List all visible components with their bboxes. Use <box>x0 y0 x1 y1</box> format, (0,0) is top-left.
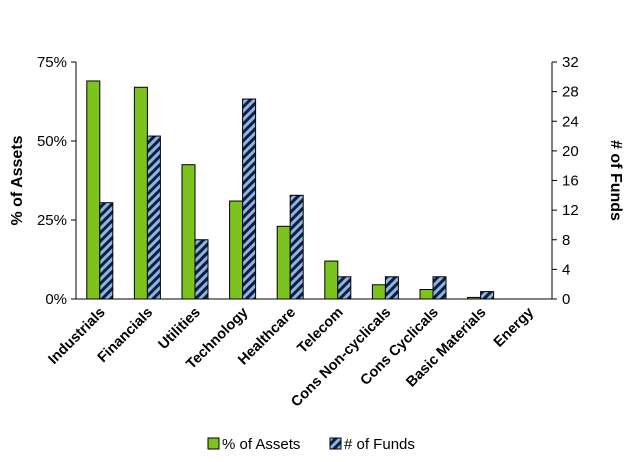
left-axis-ticks: 0% 25% 50% 75% <box>37 54 76 308</box>
left-tick-label: 25% <box>37 212 67 229</box>
right-tick-label: 28 <box>562 84 579 101</box>
left-tick-label: 75% <box>37 54 67 71</box>
right-axis-ticks: 0 4 8 12 16 20 24 28 32 <box>552 54 579 308</box>
right-tick-label: 4 <box>562 261 570 278</box>
bar-assets-2 <box>181 164 196 300</box>
bar-assets-7 <box>419 289 434 300</box>
bar-assets-5 <box>324 260 339 300</box>
left-tick-label: 0% <box>45 291 67 308</box>
bar-funds-0 <box>99 202 114 300</box>
bar-funds-5 <box>337 276 352 300</box>
right-tick-label: 24 <box>562 113 579 130</box>
bar-assets-4 <box>276 225 291 300</box>
bars <box>86 80 495 300</box>
right-tick-label: 0 <box>562 291 570 308</box>
right-tick-label: 16 <box>562 173 579 190</box>
bar-assets-8 <box>467 296 482 300</box>
bar-funds-3 <box>242 98 257 300</box>
bar-funds-4 <box>289 194 304 300</box>
bar-funds-8 <box>480 291 495 300</box>
y-axis-title-right: # of Funds <box>607 140 624 221</box>
right-tick-label: 12 <box>562 202 579 219</box>
category-label: Energy <box>491 305 537 351</box>
legend-swatch-assets <box>207 437 220 450</box>
bar-funds-6 <box>384 276 399 300</box>
bar-assets-6 <box>371 284 386 300</box>
bar-assets-1 <box>133 86 148 300</box>
legend-swatch-funds <box>329 437 342 450</box>
left-tick-label: 50% <box>37 133 67 150</box>
bar-funds-1 <box>146 135 161 300</box>
legend-label-assets: % of Assets <box>222 436 300 453</box>
right-tick-label: 8 <box>562 232 570 249</box>
bar-assets-3 <box>229 200 244 300</box>
y-axis-title-left: % of Assets <box>9 135 26 225</box>
legend: % of Assets # of Funds <box>207 436 415 453</box>
bar-assets-0 <box>86 80 101 300</box>
legend-label-funds: # of Funds <box>344 436 415 453</box>
right-tick-label: 32 <box>562 54 579 71</box>
bar-funds-7 <box>432 276 447 300</box>
category-label: Utilities <box>155 305 203 353</box>
bar-funds-2 <box>194 239 209 300</box>
right-tick-label: 20 <box>562 143 579 160</box>
